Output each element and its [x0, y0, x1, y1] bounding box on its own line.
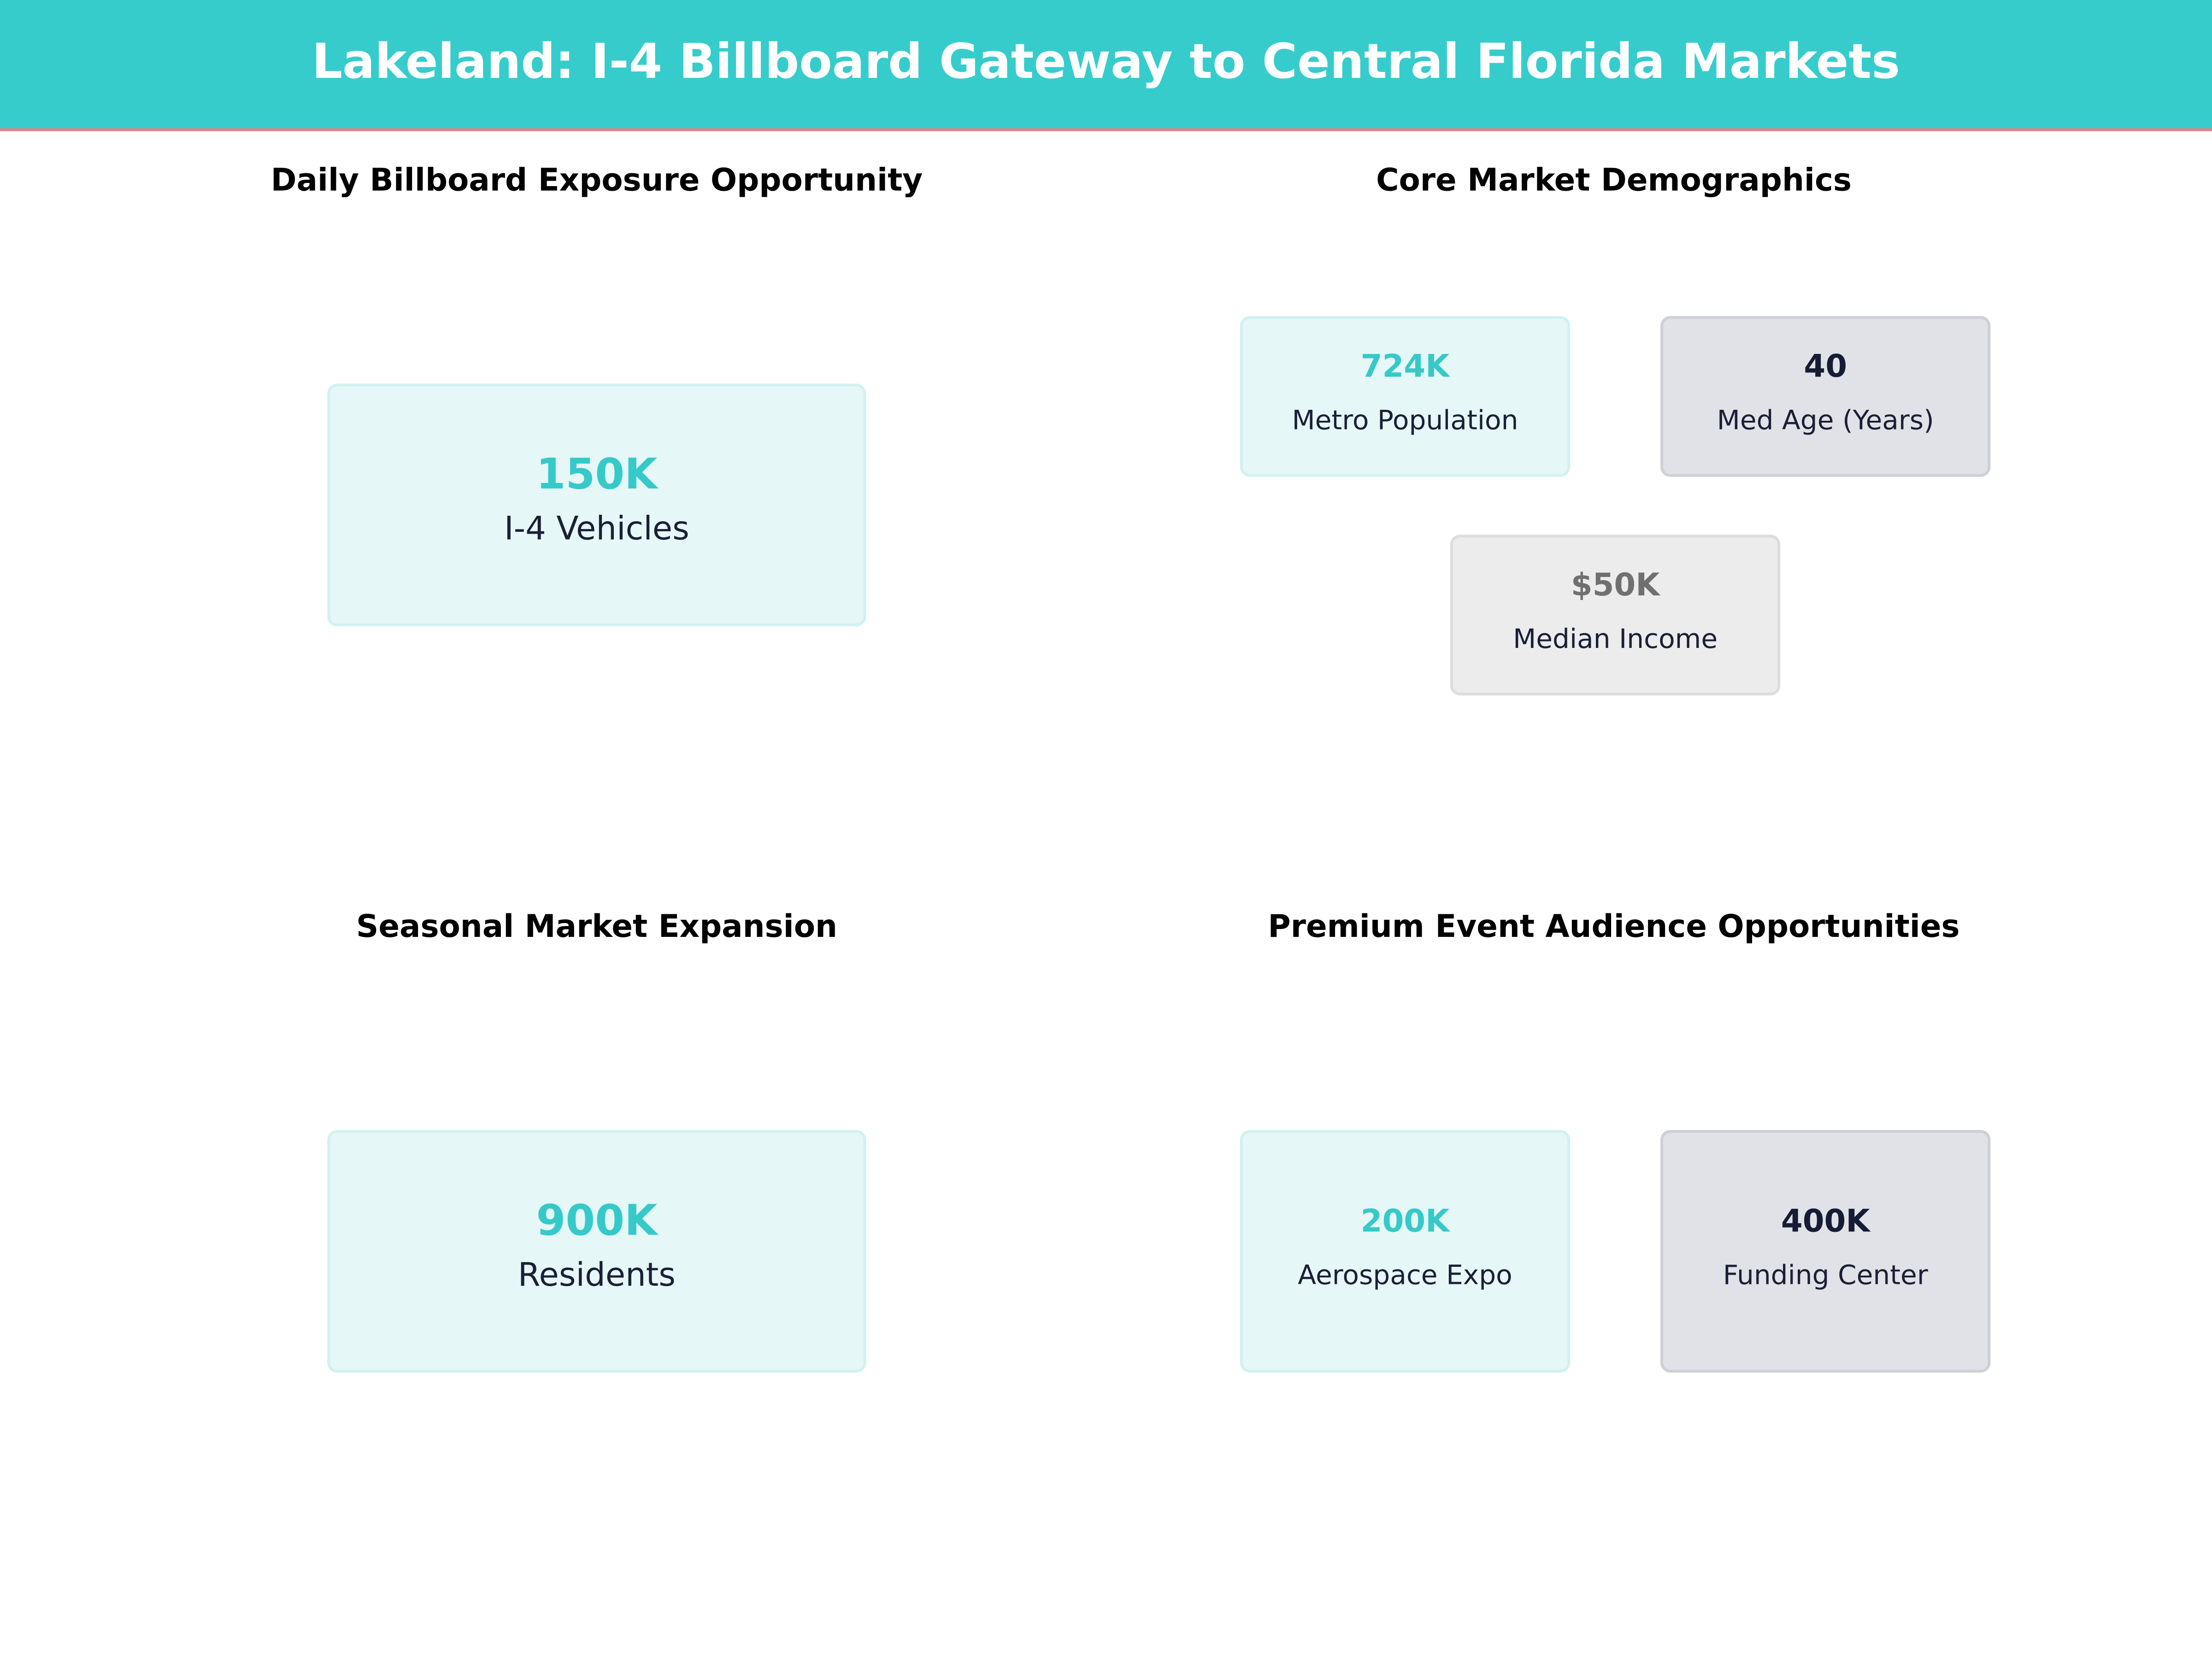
card-box: [1660, 316, 1991, 477]
panel-title: Premium Event Audience Opportunities: [1268, 908, 1959, 944]
stat-card: 900K Residents: [327, 1130, 866, 1373]
card-box: [327, 1130, 866, 1373]
stat-value: 200K: [1361, 1203, 1451, 1239]
stat-value: $50K: [1571, 566, 1661, 603]
stat-card: 40 Med Age (Years): [1660, 316, 1991, 477]
card-box: [1240, 316, 1571, 477]
panel: Premium Event Audience Opportunities 200K…: [1240, 908, 1991, 1373]
stat-card: 400K Funding Center: [1660, 1130, 1991, 1373]
stat-label: Aerospace Expo: [1298, 1259, 1512, 1291]
panel: Seasonal Market Expansion 900K Residents: [327, 908, 866, 1373]
stat-value: 900K: [536, 1195, 659, 1245]
stat-value: 724K: [1361, 348, 1451, 384]
panel: Core Market Demographics 724K Metro Popula…: [1240, 161, 1991, 696]
stat-value: 40: [1804, 348, 1847, 384]
header-bar: [0, 0, 2212, 130]
stat-label: I-4 Vehicles: [504, 510, 689, 547]
stat-value: 400K: [1781, 1203, 1871, 1239]
stat-label: Metro Population: [1292, 404, 1518, 435]
panel-title: Seasonal Market Expansion: [356, 908, 837, 944]
stat-card: 150K I-4 Vehicles: [327, 383, 866, 627]
panel-title: Daily Billboard Exposure Opportunity: [271, 161, 923, 198]
stat-card: 200K Aerospace Expo: [1240, 1130, 1571, 1373]
panel-title: Core Market Demographics: [1376, 161, 1852, 198]
stat-card: $50K Median Income: [1450, 535, 1781, 696]
card-box: [1240, 1130, 1571, 1373]
stat-label: Med Age (Years): [1717, 404, 1934, 435]
stat-label: Residents: [518, 1256, 676, 1294]
card-box: [327, 383, 866, 627]
page-title: Lakeland: I-4 Billboard Gateway to Centr…: [312, 33, 1900, 89]
stat-card: 724K Metro Population: [1240, 316, 1571, 477]
card-box: [1660, 1130, 1991, 1373]
card-box: [1450, 535, 1781, 696]
stat-label: Median Income: [1513, 623, 1718, 654]
header-rule: [0, 128, 2212, 131]
stat-value: 150K: [536, 449, 659, 499]
panel: Daily Billboard Exposure Opportunity 150K…: [271, 161, 923, 627]
stat-label: Funding Center: [1723, 1259, 1928, 1291]
